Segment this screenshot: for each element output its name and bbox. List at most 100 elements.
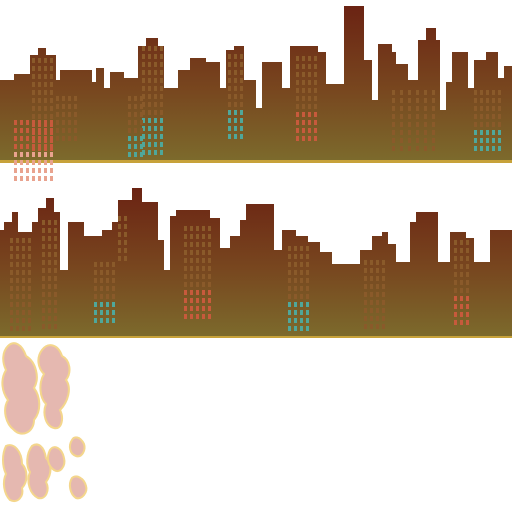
window (288, 302, 291, 307)
window (392, 106, 395, 111)
window (288, 294, 291, 299)
window (376, 276, 379, 281)
window (56, 112, 59, 117)
window (314, 128, 317, 133)
window (370, 268, 373, 273)
window (42, 308, 45, 313)
window (48, 276, 51, 281)
window (16, 326, 19, 331)
window (16, 246, 19, 251)
window (154, 70, 157, 75)
window (68, 112, 71, 117)
window (124, 248, 127, 253)
window (160, 134, 163, 139)
window (392, 138, 395, 143)
window (314, 64, 317, 69)
window (376, 260, 379, 265)
window (314, 72, 317, 77)
window (364, 268, 367, 273)
window (202, 306, 205, 311)
window (308, 96, 311, 101)
window (148, 62, 151, 67)
window (306, 310, 309, 315)
window (460, 296, 463, 301)
window (74, 120, 77, 125)
window (32, 136, 35, 141)
window (432, 130, 435, 135)
window (16, 318, 19, 323)
window (416, 90, 419, 95)
window (408, 98, 411, 103)
window (466, 280, 469, 285)
window (38, 128, 41, 133)
window (240, 134, 243, 139)
window (306, 318, 309, 323)
window (50, 114, 53, 119)
window (498, 122, 501, 127)
window (294, 270, 297, 275)
window (288, 318, 291, 323)
window (142, 86, 145, 91)
window (294, 254, 297, 259)
window (202, 266, 205, 271)
window (196, 314, 199, 319)
window (22, 310, 25, 315)
window (16, 270, 19, 275)
window (382, 292, 385, 297)
window (118, 256, 121, 261)
window (48, 300, 51, 305)
window (466, 248, 469, 253)
window (288, 254, 291, 259)
window (154, 118, 157, 123)
window (466, 240, 469, 245)
window (140, 96, 143, 101)
window (302, 56, 305, 61)
window (10, 310, 13, 315)
window (32, 74, 35, 79)
window (44, 136, 47, 141)
window (466, 272, 469, 277)
window (184, 274, 187, 279)
window (234, 54, 237, 59)
window (28, 278, 31, 283)
window (48, 324, 51, 329)
window (22, 278, 25, 283)
window (160, 78, 163, 83)
window (50, 168, 53, 173)
window (14, 176, 17, 181)
window (50, 90, 53, 95)
window (454, 312, 457, 317)
window (400, 106, 403, 111)
window (142, 126, 145, 131)
window (460, 272, 463, 277)
window (306, 278, 309, 283)
window (94, 262, 97, 267)
window (364, 308, 367, 313)
window (240, 94, 243, 99)
window (300, 262, 303, 267)
cloud-puff-tiny-1 (46, 446, 66, 472)
window (28, 254, 31, 259)
window (228, 134, 231, 139)
window (364, 300, 367, 305)
window (16, 294, 19, 299)
window (454, 256, 457, 261)
window (148, 78, 151, 83)
window (20, 136, 23, 141)
window (480, 90, 483, 95)
window (190, 258, 193, 263)
window (486, 122, 489, 127)
window (228, 126, 231, 131)
window (302, 80, 305, 85)
window (48, 268, 51, 273)
window (20, 144, 23, 149)
window (184, 282, 187, 287)
window (208, 250, 211, 255)
window (68, 96, 71, 101)
window (240, 118, 243, 123)
window (408, 106, 411, 111)
window (370, 292, 373, 297)
window (408, 90, 411, 95)
window (112, 310, 115, 315)
window (140, 128, 143, 133)
